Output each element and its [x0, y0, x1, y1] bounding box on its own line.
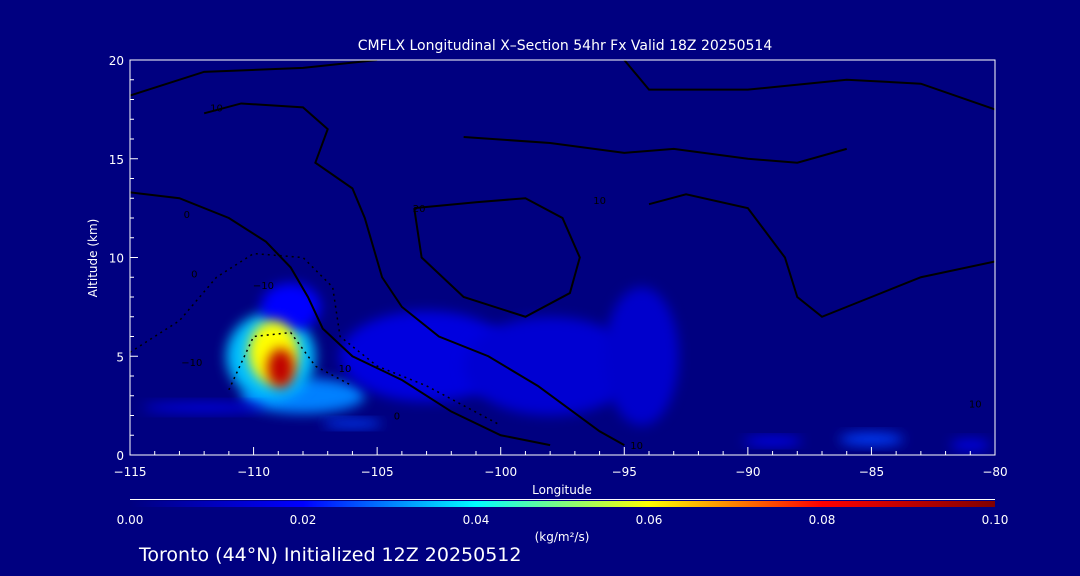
flux-blob [267, 348, 295, 388]
x-tick-label: −110 [237, 465, 270, 479]
contour-label: 10 [630, 441, 643, 452]
contour-label: 0 [184, 210, 190, 221]
y-tick-label: 20 [109, 54, 124, 68]
contour-label: 0 [394, 411, 400, 422]
contour-line [648, 193, 995, 318]
footer-caption: Toronto (44°N) Initialized 12Z 20250512 [138, 544, 522, 566]
contour-label: −10 [181, 358, 202, 369]
x-tick-label: −80 [982, 465, 1007, 479]
contour-label: 10 [969, 400, 982, 411]
flux-blob [322, 419, 383, 428]
contour-label: 0 [191, 269, 197, 280]
x-tick-label: −100 [484, 465, 517, 479]
flux-blob [950, 439, 991, 452]
contour-line [228, 331, 353, 391]
colorbar-tick-label: 0.08 [809, 513, 836, 527]
colorbar-tick-label: 0.04 [463, 513, 490, 527]
colorbar-tick-label: 0.10 [982, 513, 1009, 527]
y-tick-label: 15 [109, 153, 124, 167]
x-tick-label: −90 [735, 465, 760, 479]
flux-blob [463, 316, 637, 416]
contour-labels: 10 0 0 20 −10 10 −10 0 10 10 10 [181, 103, 981, 452]
colorbar-tick-label: 0.02 [290, 513, 317, 527]
colorbar-tick-label: 0.06 [636, 513, 663, 527]
contour-label: 20 [413, 204, 426, 215]
flux-blob [839, 433, 904, 446]
contour-line [463, 136, 847, 164]
y-tick-label: 0 [116, 449, 124, 463]
flux-blob [142, 402, 266, 413]
contour-line [203, 102, 625, 446]
contour-label: 10 [210, 103, 223, 114]
contour-line [413, 197, 581, 318]
flux-blob [260, 283, 321, 331]
x-tick-label: −115 [114, 465, 147, 479]
colorbar-ticks: 0.00 0.02 0.04 0.06 0.08 0.10 [117, 513, 1009, 527]
flux-blob [604, 287, 679, 426]
chart-title: CMFLX Longitudinal X–Section 54hr Fx Val… [358, 38, 773, 54]
x-tick-label: −95 [612, 465, 637, 479]
y-axis-label: Altitude (km) [86, 219, 100, 298]
contour-label: 10 [339, 364, 352, 375]
flux-blob [742, 437, 803, 446]
x-tick-label: −105 [361, 465, 394, 479]
x-axis-label: Longitude [532, 483, 592, 497]
x-tick-label: −85 [859, 465, 884, 479]
flux-field [142, 283, 991, 452]
colorbar-tick-label: 0.00 [117, 513, 144, 527]
contour-label: −10 [253, 281, 274, 292]
contour-line [130, 191, 551, 447]
contour-label: 10 [593, 196, 606, 207]
contour-line [623, 60, 995, 111]
contour-lines [130, 60, 995, 447]
colorbar [130, 501, 995, 507]
y-tick-label: 5 [116, 350, 124, 364]
y-tick-label: 10 [109, 252, 124, 266]
contour-line [130, 60, 378, 97]
colorbar-units: (kg/m²/s) [535, 530, 590, 544]
